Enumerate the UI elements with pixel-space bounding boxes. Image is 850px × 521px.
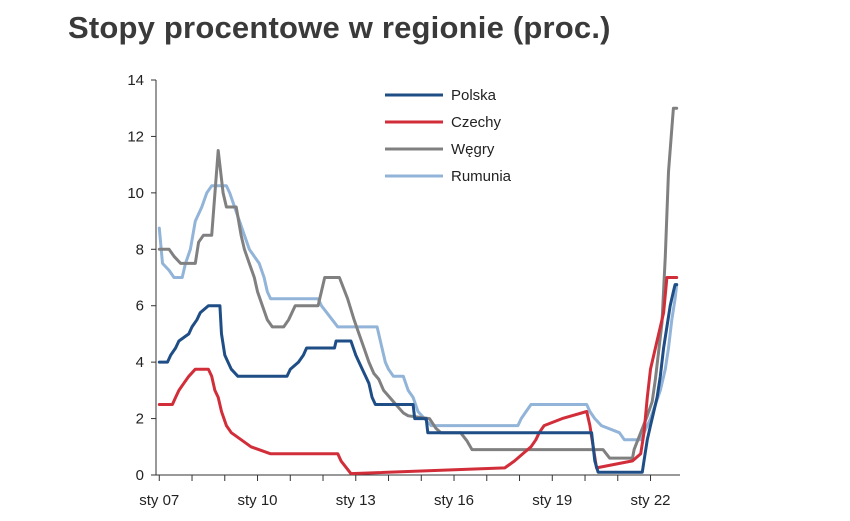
series-line-polska — [157, 283, 679, 474]
legend-label-czechy: Czechy — [451, 114, 502, 131]
y-tick-label: 0 — [136, 467, 144, 484]
x-tick-label: sty 22 — [631, 492, 671, 509]
x-tick-label: sty 13 — [336, 492, 376, 509]
y-tick-label: 6 — [136, 298, 144, 315]
series-line-węgry — [157, 106, 679, 460]
y-tick-label: 2 — [136, 411, 144, 428]
y-tick-label: 14 — [127, 72, 144, 89]
y-tick-label: 10 — [127, 185, 144, 202]
series-line-rumunia — [157, 184, 679, 442]
x-tick-label: sty 07 — [139, 492, 179, 509]
legend-label-rumunia: Rumunia — [451, 168, 512, 185]
x-tick-label: sty 10 — [238, 492, 278, 509]
legend-label-polska: Polska — [451, 87, 497, 104]
legend-label-węgry: Węgry — [451, 141, 495, 158]
chart-title: Stopy procentowe w regionie (proc.) — [68, 10, 611, 45]
y-tick-label: 12 — [127, 128, 144, 145]
x-tick-label: sty 19 — [532, 492, 572, 509]
y-tick-label: 4 — [136, 354, 144, 371]
series-line-czechy — [157, 276, 679, 476]
y-tick-label: 8 — [136, 241, 144, 258]
x-tick-label: sty 16 — [434, 492, 474, 509]
